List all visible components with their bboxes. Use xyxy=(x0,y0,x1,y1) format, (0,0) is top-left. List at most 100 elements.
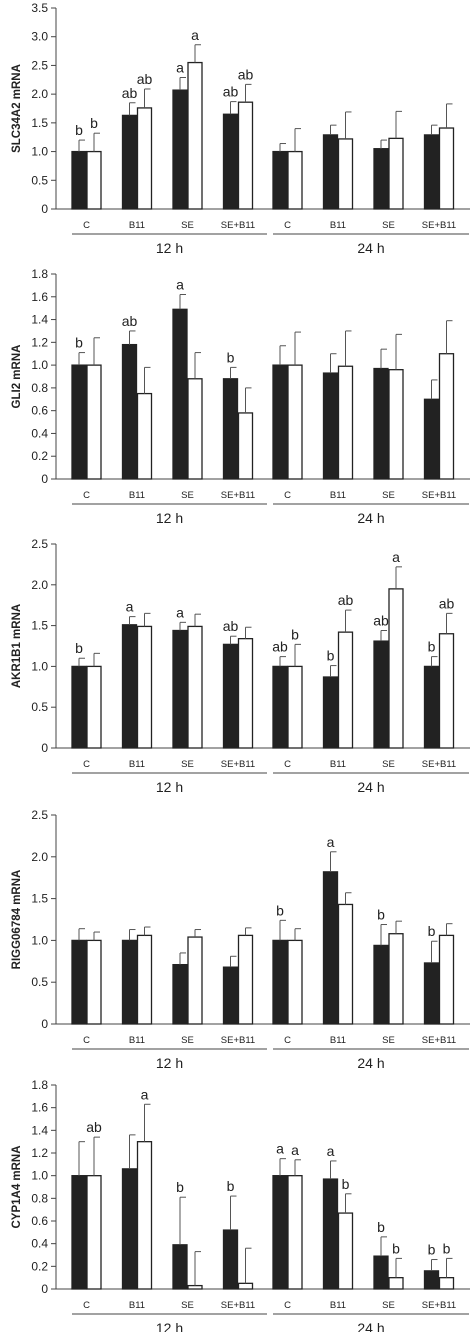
bar xyxy=(287,1175,303,1290)
bar xyxy=(237,934,254,1025)
y-tick-label: 1.5 xyxy=(31,619,48,633)
bar xyxy=(136,392,153,480)
x-category-label: SE xyxy=(382,1035,395,1046)
x-category-label: C xyxy=(284,759,291,770)
y-tick-label: 1.5 xyxy=(31,892,48,906)
bar xyxy=(187,936,203,1025)
bar xyxy=(373,1255,389,1290)
bar xyxy=(373,944,389,1025)
significance-label: b xyxy=(428,1242,436,1258)
bar xyxy=(121,114,138,210)
x-category-label: SE+B11 xyxy=(422,490,456,501)
x-category-label: SE xyxy=(181,490,194,501)
bar xyxy=(272,665,288,749)
x-category-label: SE+B11 xyxy=(422,1300,456,1311)
bar xyxy=(287,150,303,210)
significance-label: a xyxy=(126,599,134,615)
bar xyxy=(337,138,354,210)
bar xyxy=(287,939,303,1025)
y-tick-label: 1.2 xyxy=(31,1146,48,1160)
x-category-label: B11 xyxy=(129,490,145,501)
group-label: 24 h xyxy=(357,1055,384,1071)
bar xyxy=(388,588,404,749)
y-tick-label: 0.2 xyxy=(31,449,48,463)
group-label: 24 h xyxy=(357,779,384,795)
y-tick-label: 1.0 xyxy=(31,145,48,159)
y-tick-label: 2.5 xyxy=(31,537,48,551)
y-tick-label: 1.6 xyxy=(31,290,48,304)
significance-label: b xyxy=(443,1240,451,1256)
bar xyxy=(423,962,440,1025)
bar xyxy=(322,1178,339,1290)
x-category-label: SE xyxy=(181,220,194,231)
bar xyxy=(388,933,404,1025)
y-tick-label: 1.8 xyxy=(31,1078,48,1092)
bar xyxy=(337,365,354,480)
bar xyxy=(71,1175,87,1290)
bar xyxy=(187,625,203,749)
y-axis-title: RIGG06784 mRNA xyxy=(11,870,23,970)
chart-panel-4: 0 0.5 1.0 1.5 2.0 2.5 RIGG06784 mRNA b a b b C B11 SE… xyxy=(11,808,470,1071)
y-tick-label: 2.0 xyxy=(31,578,48,592)
bar xyxy=(272,939,288,1025)
y-tick-label: 1.2 xyxy=(31,335,48,349)
y-tick-label: 2.5 xyxy=(31,58,48,72)
bar xyxy=(322,871,339,1025)
bar xyxy=(86,665,102,749)
bar xyxy=(86,1175,102,1290)
bar xyxy=(373,148,389,210)
y-tick-label: 0.5 xyxy=(31,173,48,187)
x-category-label: B11 xyxy=(330,1300,346,1311)
group-label: 12 h xyxy=(156,1320,183,1332)
significance-label: b xyxy=(327,648,335,664)
bar xyxy=(388,137,404,210)
bar xyxy=(222,643,239,749)
x-category-label: SE+B11 xyxy=(221,1300,255,1311)
significance-label: a xyxy=(291,1142,299,1158)
significance-label: b xyxy=(227,349,235,365)
x-category-label: SE xyxy=(382,220,395,231)
y-tick-label: 1.0 xyxy=(31,933,48,947)
bar xyxy=(423,134,440,210)
significance-label: ab xyxy=(338,592,354,608)
y-tick-label: 0 xyxy=(41,1017,48,1031)
bar xyxy=(121,1168,138,1290)
x-category-label: SE xyxy=(382,490,395,501)
significance-label: b xyxy=(75,640,83,656)
significance-label: b xyxy=(428,639,436,655)
y-tick-label: 0.4 xyxy=(31,426,48,440)
significance-label: b xyxy=(276,902,284,918)
bar xyxy=(71,364,87,480)
group-label: 12 h xyxy=(156,779,183,795)
x-category-label: B11 xyxy=(129,1035,145,1046)
bar xyxy=(337,631,354,749)
significance-label: ab xyxy=(86,1119,102,1135)
y-tick-label: 1.0 xyxy=(31,358,48,372)
x-category-label: B11 xyxy=(330,490,346,501)
significance-label: b xyxy=(392,1240,400,1256)
bar xyxy=(187,378,203,480)
bar xyxy=(237,101,254,210)
x-category-label: C xyxy=(284,490,291,501)
x-category-label: B11 xyxy=(330,759,346,770)
bar xyxy=(438,633,455,749)
x-category-label: SE xyxy=(181,1300,194,1311)
x-category-label: C xyxy=(83,759,90,770)
x-category-label: SE xyxy=(181,759,194,770)
y-tick-label: 1.0 xyxy=(31,1169,48,1183)
bar xyxy=(71,665,87,749)
significance-label: ab xyxy=(122,313,138,329)
significance-label: ab xyxy=(223,618,239,634)
significance-label: ab xyxy=(223,84,239,100)
significance-label: b xyxy=(227,1178,235,1194)
chart-panel-5: 0 0.2 0.4 0.6 0.8 1.0 1.2 1.4 1.6 1.8 CYP1A4 mRNA a… xyxy=(11,1078,470,1332)
bar xyxy=(438,353,455,480)
x-category-label: SE+B11 xyxy=(422,759,456,770)
bar xyxy=(373,640,389,749)
x-category-label: B11 xyxy=(129,220,145,231)
y-tick-label: 2.5 xyxy=(31,808,48,822)
x-category-label: SE+B11 xyxy=(422,220,456,231)
